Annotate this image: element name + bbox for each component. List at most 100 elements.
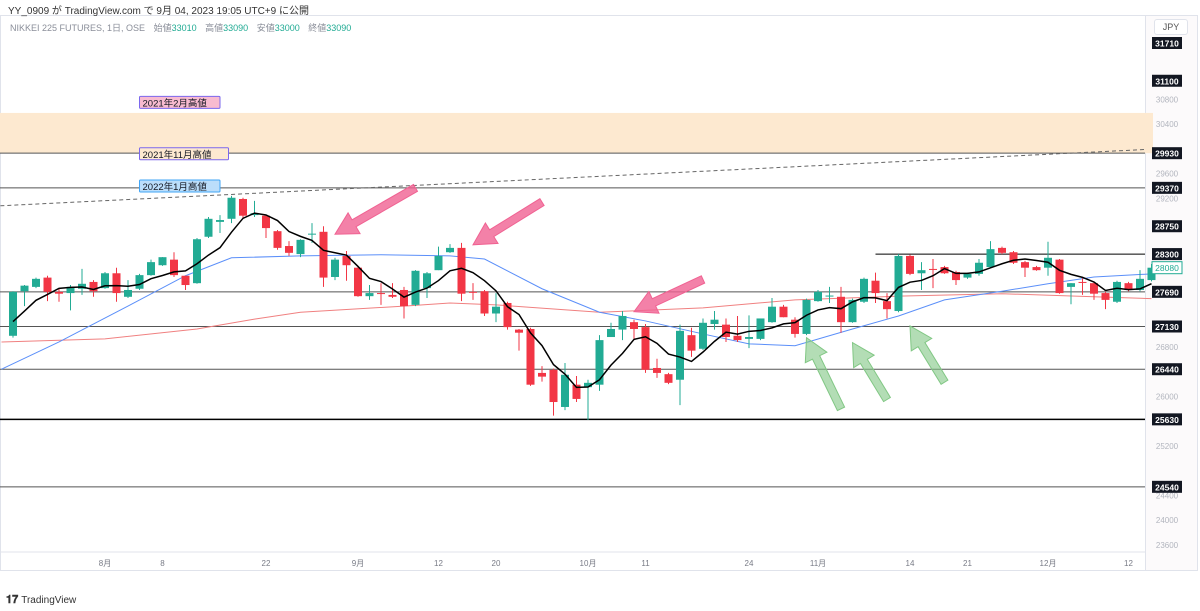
resistance-zone [0,112,1145,154]
candle [112,267,121,302]
candle-body [768,306,776,323]
level-annotation: 2021年2月高値 [139,95,221,109]
price-label-text: 29370 [1155,183,1179,193]
price-label: 27690 [1152,285,1182,298]
candle [9,291,17,338]
candle [699,318,707,351]
candle [250,200,259,217]
price-tick: 30400 [1156,120,1179,129]
candle [929,259,937,289]
publish-info: YY_0909 が TradingView.com で 9月 04, 2023 … [8,6,309,17]
candle [89,280,98,297]
candle [135,273,144,290]
candle-body [112,273,121,294]
candle [434,246,443,271]
annotation-text: 2021年11月高値 [143,149,212,161]
price-tick: 24400 [1156,491,1179,500]
candle [411,270,420,307]
candle [423,272,431,299]
candle [676,324,684,406]
candle-body [1078,281,1087,283]
candle-body [526,328,535,385]
candle-body [1113,281,1121,302]
candle-body [584,382,592,388]
candle [860,277,868,303]
candle [618,311,627,341]
low-label: 安値 [256,23,275,33]
candle [296,239,305,258]
high-value: 33090 [223,23,249,33]
open-label: 始値 [153,23,172,33]
price-tick: 29200 [1156,194,1179,203]
candle-body [239,198,247,216]
candle [630,319,638,341]
candle [66,285,75,311]
price-chart[interactable]: 30800 30400 29600 29200 26800 26000 25200 24400… [0,15,1200,590]
candle [1078,278,1087,295]
candle-body [630,322,638,329]
price-label-text: 27130 [1155,322,1179,332]
candle-body [549,369,558,403]
candle-body [607,328,615,338]
candle-body [699,322,707,349]
candle-body [101,273,109,289]
price-tick: 29600 [1156,170,1179,179]
candle-body [55,291,63,294]
candle [595,335,604,391]
candle-body [273,231,282,248]
candle [20,285,29,307]
symbol-legend: NIKKEI 225 FUTURES, 1日, OSE 始値33010 高値33… [10,21,351,34]
low-value: 33000 [274,23,300,33]
candle-body [929,268,937,270]
price-tick: 30800 [1156,95,1179,104]
candle [837,286,845,333]
time-label: 8 [160,559,165,568]
candle-body [952,272,960,281]
price-label: 29370 [1152,181,1182,194]
candle-body [917,270,926,274]
candle-body [825,295,834,297]
price-tick: 25200 [1156,442,1179,451]
candle-body [262,215,270,229]
pink-arrow-icon [633,275,706,314]
candle [549,368,558,416]
candle-body [20,285,29,292]
price-label-bg [1152,147,1182,160]
candle-body [791,319,799,334]
time-label: 12月 [1040,559,1057,568]
candle-body [446,247,454,253]
candle [664,372,673,385]
candle [147,259,155,276]
last-price-label: 28080 [1151,261,1183,275]
price-tick: 26000 [1156,392,1179,401]
time-label: 12 [434,559,443,568]
price-label-text: 24540 [1155,482,1179,492]
price-label-bg [1152,74,1182,87]
price-label-text: 28300 [1155,250,1179,260]
candle [239,197,247,219]
candle [193,237,201,284]
price-label-bg [1152,285,1182,298]
candle-body [308,233,316,235]
candle [158,257,167,266]
candle [308,223,316,243]
pink-arrow-icon [472,197,545,246]
time-label: 14 [906,559,915,568]
last-price-bg [1151,261,1183,275]
price-tick: 24000 [1156,516,1179,525]
candle-body [802,299,811,334]
candle [227,195,236,224]
candle-body [745,337,753,339]
currency-button[interactable]: JPY [1154,19,1188,35]
close-value: 33090 [326,23,352,33]
price-label: 25630 [1152,413,1182,426]
candle-body [1101,293,1110,300]
candle-body [998,247,1006,253]
candle [653,358,661,378]
candle [998,246,1006,255]
candle [756,318,765,341]
candle [365,285,374,300]
close-label: 終値 [308,23,327,33]
candle-body [1055,259,1064,294]
candle [917,262,926,290]
